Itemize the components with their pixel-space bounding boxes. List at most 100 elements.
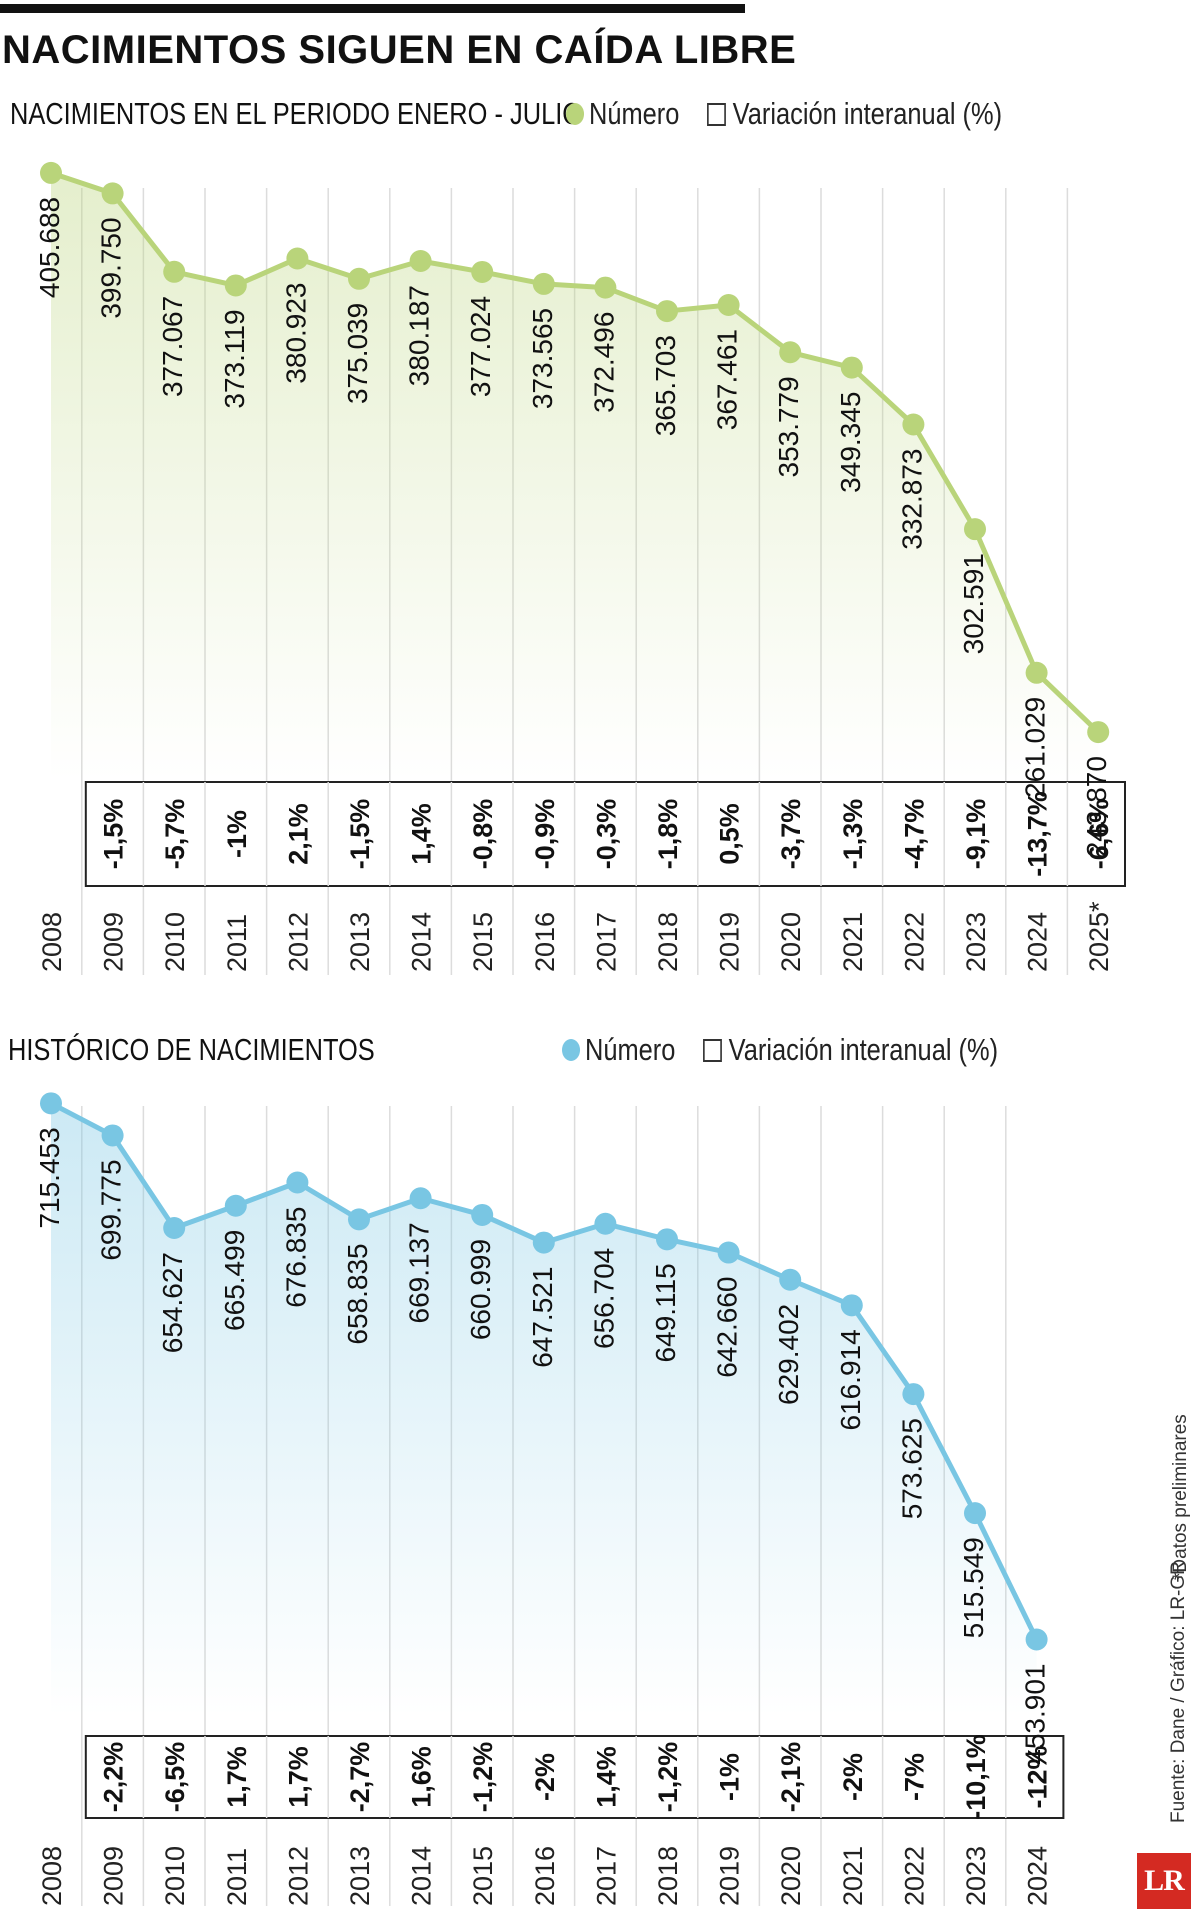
year-tick-label: 2013 [345,1846,375,1906]
chart1-legend-number: Número [588,96,680,131]
variation-label: -6,6% [1084,799,1114,870]
value-label: 453.901 [1020,1664,1051,1765]
variation-label: -7% [899,1753,929,1801]
chart2-legend: Número Variación interanual (%) [562,1032,998,1068]
value-label: 699.775 [96,1159,127,1260]
year-tick-label: 2010 [160,1846,190,1906]
variation-label: -1,2% [468,1742,498,1813]
year-tick-label: 2021 [838,1846,868,1906]
data-point [1087,721,1110,744]
lr-logo: LR [1137,1853,1191,1909]
year-tick-label: 2021 [838,912,868,972]
variation-label: -1,3% [838,799,868,870]
year-tick-label: 2020 [776,1846,806,1906]
data-point [224,1194,247,1217]
value-label: 642.660 [712,1277,743,1378]
chart2-plot: 715.453 2008 699.775 -2,2% 2009 654.627 -6,5% 2… [34,1092,1065,1906]
value-label: 573.625 [896,1418,927,1519]
year-tick-label: 2011 [222,914,252,972]
variation-label: -3,7% [776,799,806,870]
data-point [840,356,863,379]
data-point [1025,1628,1048,1651]
variation-label: -2% [530,1753,560,1801]
variation-label: 1,7% [222,1746,252,1808]
variation-label: 1,4% [407,803,437,865]
value-label: 380.187 [404,285,435,386]
variation-label: -1% [715,1753,745,1801]
variation-label: -2,2% [99,1742,129,1813]
variation-label: -2% [838,1753,868,1801]
variation-label: -0,9% [530,799,560,870]
data-point [594,1212,617,1235]
variation-label: -10,1% [961,1734,991,1820]
year-tick-label: 2008 [37,1846,67,1906]
data-point [409,250,432,273]
data-point [840,1294,863,1317]
data-point [1025,661,1048,684]
value-label: 405.688 [34,197,65,298]
value-label: 616.914 [835,1329,866,1430]
variation-label: -13,7% [1023,791,1053,877]
data-point [101,182,124,205]
value-label: 654.627 [157,1252,188,1353]
year-tick-label: 2010 [160,912,190,972]
value-label: 302.591 [958,553,989,654]
year-tick-label: 2022 [899,1846,929,1906]
chart1-legend-variation: Variación interanual (%) [732,96,1003,131]
year-tick-label: 2014 [407,1846,437,1906]
data-point [471,1203,494,1226]
value-label: 676.835 [280,1206,311,1307]
year-tick-label: 2009 [99,912,129,972]
data-point [101,1124,124,1147]
preliminary-note: *Datos preliminares [1170,1414,1191,1580]
variation-label: 1,4% [591,1746,621,1808]
value-label: 372.496 [588,312,619,413]
data-point [594,276,617,299]
variation-box [84,781,1126,887]
year-tick-label: 2024 [1023,912,1053,972]
blue-dot-icon [562,1039,581,1061]
year-tick-label: 2012 [283,1846,313,1906]
year-tick-label: 2023 [961,912,991,972]
value-label: 669.137 [404,1222,435,1323]
year-tick-label: 2023 [961,1846,991,1906]
value-label: 629.402 [773,1304,804,1405]
data-point [286,247,309,270]
data-point [779,341,802,364]
data-point [964,1502,986,1525]
year-tick-label: 2019 [715,1846,745,1906]
value-label: 649.115 [650,1263,681,1362]
page-title: NACIMIENTOS SIGUEN EN CAÍDA LIBRE [2,28,797,72]
value-label: 375.039 [342,303,373,404]
year-tick-label: 2025* [1084,901,1114,972]
chart1-legend: Número Variación interanual (%) [566,96,1002,132]
value-label: 373.565 [527,308,558,409]
square-icon [703,1038,723,1062]
variation-label: 0,5% [715,803,745,865]
variation-label: -9,1% [961,799,991,870]
data-point [409,1187,432,1210]
value-label: 365.703 [650,335,681,436]
chart1-title: NACIMIENTOS EN EL PERIODO ENERO - JULIO [10,96,583,131]
data-point [902,1383,925,1406]
data-point [163,260,186,283]
data-point [40,1092,62,1115]
value-label: 656.704 [588,1248,619,1349]
year-tick-label: 2018 [653,1846,683,1906]
data-point [964,518,986,541]
data-point [656,300,678,323]
value-label: 660.999 [465,1239,496,1340]
value-label: 658.835 [342,1243,373,1344]
variation-label: 1,7% [283,1746,313,1808]
data-point [286,1171,309,1194]
value-label: 515.549 [958,1537,989,1638]
year-tick-label: 2019 [715,912,745,972]
value-label: 399.750 [96,217,127,318]
data-point [348,267,370,290]
data-point [471,260,494,283]
variation-label: 1,6% [407,1746,437,1808]
green-dot-icon [566,103,585,125]
variation-label: -0,3% [591,799,621,870]
variation-label: 2,1% [283,803,313,865]
value-label: 665.499 [219,1230,250,1331]
